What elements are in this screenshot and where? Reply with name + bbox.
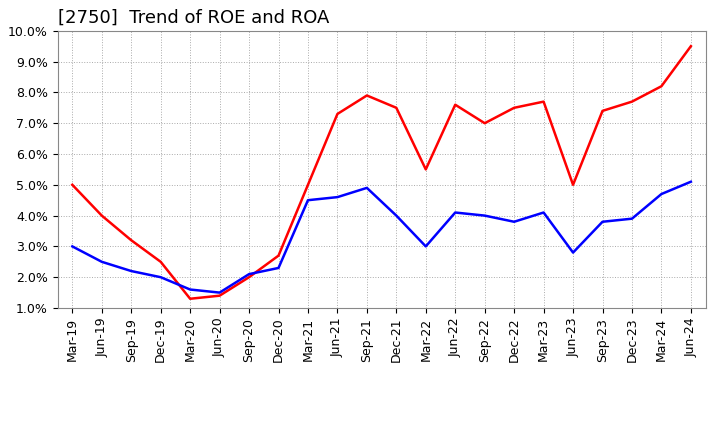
ROE	[215, 293, 224, 298]
ROA	[127, 268, 135, 274]
ROA	[539, 210, 548, 215]
ROA	[392, 213, 400, 218]
Line: ROA: ROA	[72, 182, 691, 293]
ROE	[274, 253, 283, 258]
ROA	[363, 185, 372, 191]
ROE	[363, 93, 372, 98]
ROE	[539, 99, 548, 104]
ROE	[245, 275, 253, 280]
ROA	[186, 287, 194, 292]
ROE	[451, 102, 459, 107]
ROA	[245, 271, 253, 277]
ROE	[156, 259, 165, 264]
ROE	[186, 296, 194, 301]
ROA	[569, 250, 577, 255]
ROA	[156, 275, 165, 280]
ROE	[68, 182, 76, 187]
ROE	[392, 105, 400, 110]
ROA	[421, 244, 430, 249]
ROE	[304, 182, 312, 187]
ROA	[451, 210, 459, 215]
ROA	[480, 213, 489, 218]
ROE	[333, 111, 342, 117]
ROA	[657, 191, 666, 197]
ROE	[657, 84, 666, 89]
ROE	[569, 182, 577, 187]
Text: [2750]  Trend of ROE and ROA: [2750] Trend of ROE and ROA	[58, 8, 329, 26]
ROA	[215, 290, 224, 295]
ROA	[687, 179, 696, 184]
Line: ROE: ROE	[72, 46, 691, 299]
ROE	[421, 167, 430, 172]
ROE	[687, 44, 696, 49]
ROA	[97, 259, 106, 264]
ROE	[510, 105, 518, 110]
ROE	[97, 213, 106, 218]
ROA	[68, 244, 76, 249]
ROA	[274, 265, 283, 271]
ROA	[628, 216, 636, 221]
ROE	[628, 99, 636, 104]
ROA	[333, 194, 342, 200]
ROA	[598, 219, 607, 224]
ROE	[127, 238, 135, 243]
ROE	[598, 108, 607, 114]
ROA	[304, 198, 312, 203]
ROE	[480, 121, 489, 126]
ROA	[510, 219, 518, 224]
